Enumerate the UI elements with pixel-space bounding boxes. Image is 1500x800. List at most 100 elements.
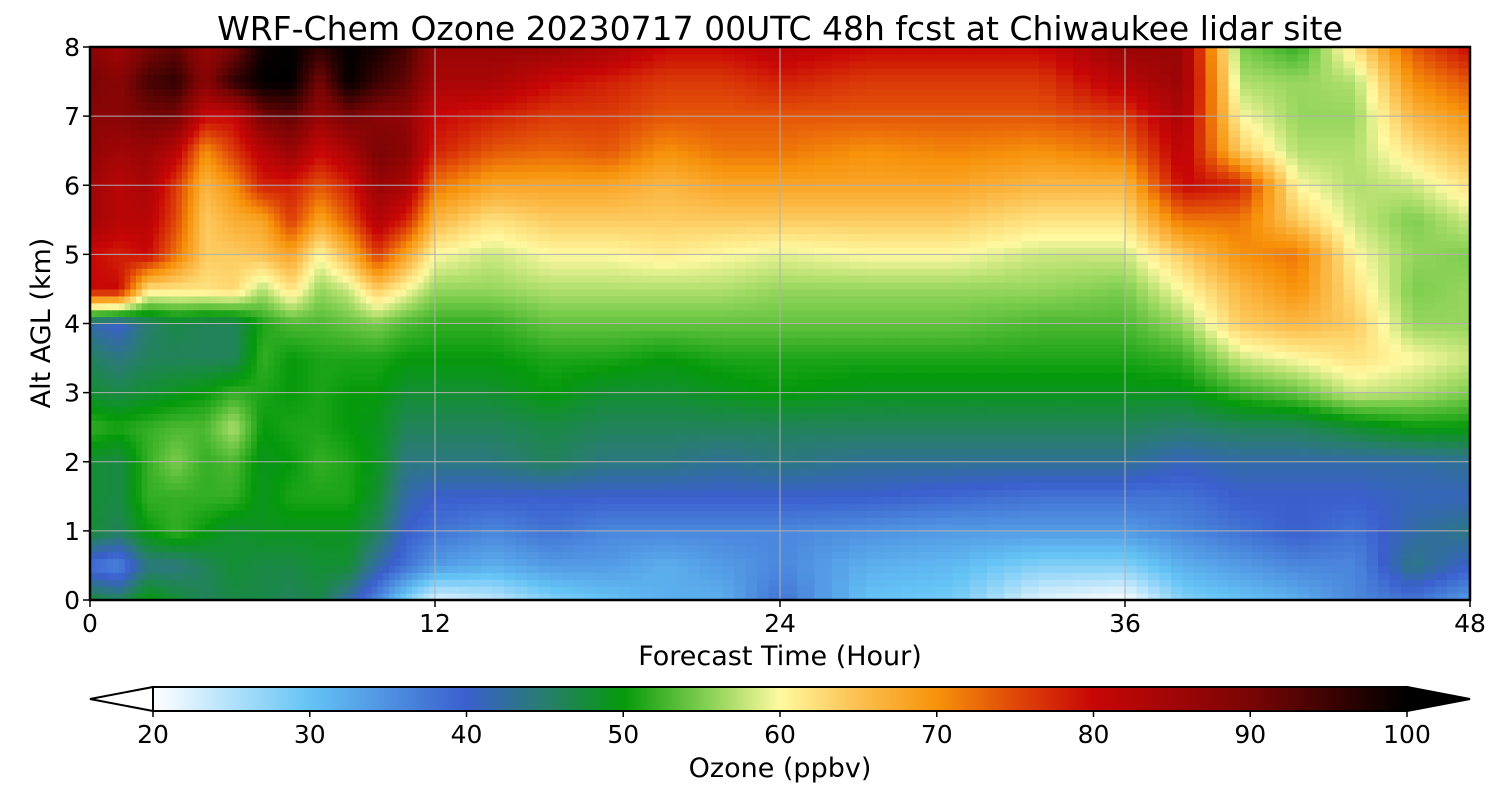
heatmap-cell xyxy=(429,164,436,173)
heatmap-cell xyxy=(268,337,275,345)
heatmap-cell xyxy=(199,288,206,297)
heatmap-cell xyxy=(291,503,298,511)
heatmap-cell xyxy=(360,226,367,235)
heatmap-cell xyxy=(297,309,304,318)
heatmap-cell xyxy=(153,247,160,255)
heatmap-cell xyxy=(274,413,281,421)
heatmap-cell xyxy=(400,67,407,76)
heatmap-cell xyxy=(95,157,103,166)
heatmap-cell xyxy=(371,178,379,186)
heatmap-cell xyxy=(153,454,160,463)
heatmap-cell xyxy=(354,523,361,532)
heatmap-cell xyxy=(412,344,419,352)
heatmap-cell xyxy=(279,109,287,117)
heatmap-cell xyxy=(193,275,200,283)
heatmap-cell xyxy=(371,205,379,214)
heatmap-cell xyxy=(325,482,333,490)
heatmap-cell xyxy=(331,247,338,255)
heatmap-cell xyxy=(193,413,200,421)
heatmap-cell xyxy=(228,212,235,221)
heatmap-cell xyxy=(348,199,356,207)
heatmap-cell xyxy=(394,572,402,580)
heatmap-cell xyxy=(274,171,281,179)
heatmap-cell xyxy=(406,586,413,594)
heatmap-cell xyxy=(107,468,114,477)
heatmap-cell xyxy=(400,268,407,276)
heatmap-cell xyxy=(308,143,315,152)
heatmap-cell xyxy=(348,427,356,435)
heatmap-cell xyxy=(101,378,108,387)
heatmap-cell xyxy=(302,420,310,428)
heatmap-cell xyxy=(141,53,149,62)
heatmap-cell xyxy=(182,413,189,421)
heatmap-cell xyxy=(394,385,402,394)
heatmap-cell xyxy=(285,551,292,560)
heatmap-cell xyxy=(205,268,212,276)
heatmap-cell xyxy=(239,47,246,55)
heatmap-cell xyxy=(164,475,172,484)
heatmap-cell xyxy=(446,337,459,345)
heatmap-cell xyxy=(176,399,183,408)
heatmap-cell xyxy=(187,95,195,103)
heatmap-cell xyxy=(262,523,269,532)
heatmap-cell xyxy=(228,579,235,587)
heatmap-cell xyxy=(216,537,223,546)
heatmap-cell xyxy=(222,468,229,477)
heatmap-cell xyxy=(262,406,269,414)
heatmap-cell xyxy=(107,316,114,325)
heatmap-cell xyxy=(389,81,396,90)
heatmap-cell xyxy=(239,143,246,152)
heatmap-cell xyxy=(164,399,172,408)
heatmap-cell xyxy=(262,530,269,539)
heatmap-cell xyxy=(377,74,384,83)
heatmap-cell xyxy=(337,67,344,76)
heatmap-cell xyxy=(308,399,315,408)
heatmap-cell xyxy=(337,441,344,449)
heatmap-cell xyxy=(187,233,195,242)
heatmap-cell xyxy=(320,95,327,103)
heatmap-cell xyxy=(371,47,379,55)
heatmap-cell xyxy=(279,240,287,249)
heatmap-cell xyxy=(360,427,367,435)
heatmap-cell xyxy=(377,95,384,103)
heatmap-cell xyxy=(251,364,258,373)
heatmap-cell xyxy=(343,67,350,76)
heatmap-cell xyxy=(354,461,361,470)
heatmap-cell xyxy=(325,503,333,511)
heatmap-cell xyxy=(423,351,430,359)
heatmap-cell xyxy=(429,510,436,518)
heatmap-cell xyxy=(406,185,413,193)
heatmap-cell xyxy=(239,385,246,394)
heatmap-cell xyxy=(406,489,413,497)
heatmap-cell xyxy=(469,503,482,511)
heatmap-cell xyxy=(113,371,120,380)
heatmap-cell xyxy=(95,454,103,463)
heatmap-cell xyxy=(412,164,419,173)
heatmap-cell xyxy=(360,420,367,428)
heatmap-cell xyxy=(130,178,137,186)
heatmap-cell xyxy=(187,109,195,117)
heatmap-cell xyxy=(164,53,172,62)
heatmap-cell xyxy=(371,233,379,242)
heatmap-cell xyxy=(228,123,235,131)
heatmap-cell xyxy=(325,530,333,539)
heatmap-cell xyxy=(435,517,448,525)
heatmap-cell xyxy=(274,551,281,560)
heatmap-cell xyxy=(164,434,172,442)
heatmap-cell xyxy=(136,164,143,173)
heatmap-cell xyxy=(136,143,143,152)
heatmap-cell xyxy=(308,233,315,242)
heatmap-cell xyxy=(164,558,172,567)
heatmap-cell xyxy=(141,392,149,401)
heatmap-cell xyxy=(124,371,131,380)
heatmap-cell xyxy=(251,378,258,387)
heatmap-cell xyxy=(159,461,166,470)
heatmap-cell xyxy=(216,593,223,600)
heatmap-cell xyxy=(182,330,189,338)
heatmap-cell xyxy=(331,275,338,283)
heatmap-cell xyxy=(262,60,269,69)
heatmap-cell xyxy=(228,364,235,373)
heatmap-cell xyxy=(325,288,333,297)
heatmap-cell xyxy=(302,226,310,235)
heatmap-cell xyxy=(210,358,218,366)
